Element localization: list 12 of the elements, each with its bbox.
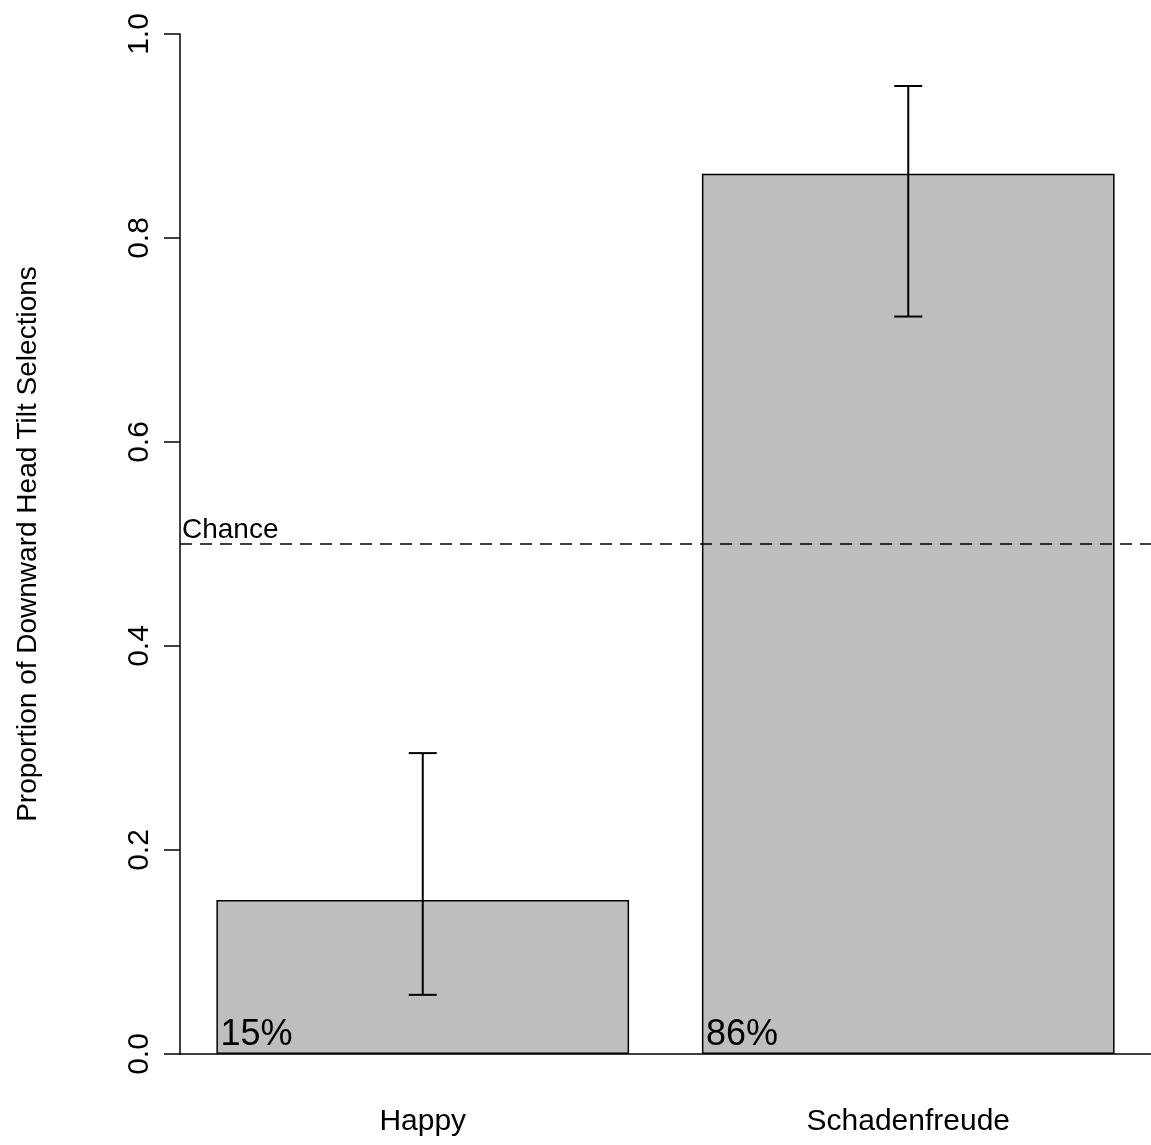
y-tick-label: 0.4 xyxy=(120,625,154,667)
y-tick-label: 0.8 xyxy=(120,217,154,259)
data-label: 15% xyxy=(220,1011,293,1053)
y-tick-label: 0.0 xyxy=(120,1033,154,1075)
ref-line-label: Chance xyxy=(182,512,279,544)
y-tick-label: 0.2 xyxy=(120,829,154,871)
y-tick-label: 1.0 xyxy=(120,13,154,55)
x-tick-label: Happy xyxy=(379,1102,467,1136)
y-tick-label: 0.6 xyxy=(120,421,154,463)
data-label: 86% xyxy=(705,1011,778,1053)
y-axis-title: Proportion of Downward Head Tilt Selections xyxy=(10,266,42,822)
x-tick-label: Schadenfreude xyxy=(806,1102,1010,1136)
